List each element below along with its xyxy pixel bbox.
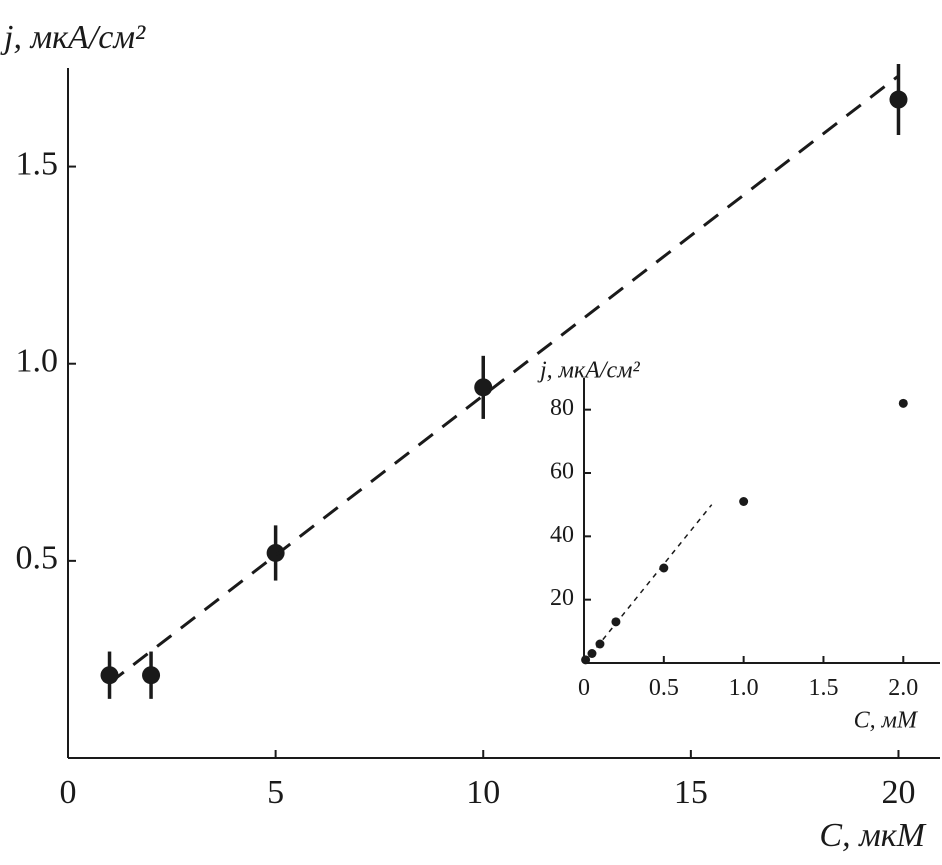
x-axis-title: C, мкМ: [819, 817, 926, 854]
data-point: [611, 617, 621, 627]
data-point: [142, 666, 161, 685]
x-tick-label: 0.5: [649, 675, 679, 701]
y-axis-title: j, мкА/см²: [0, 19, 146, 56]
y-tick-label: 40: [550, 522, 574, 548]
x-tick-label: 1.0: [729, 675, 759, 701]
y-tick-label: 1.0: [16, 343, 59, 380]
x-tick-label: 5: [267, 774, 284, 811]
data-point: [266, 543, 285, 562]
data-point: [739, 497, 749, 506]
x-tick-label: 0: [578, 675, 590, 701]
y-tick-label: 60: [550, 459, 574, 485]
x-tick-label: 15: [674, 774, 708, 811]
x-tick-label: 1.5: [808, 675, 838, 701]
fit-line: [583, 504, 713, 664]
y-axis-title: j, мкА/см²: [537, 358, 641, 384]
fit-line: [108, 74, 900, 685]
x-axis-title: C, мМ: [854, 708, 919, 734]
x-tick-label: 2.0: [888, 675, 918, 701]
data-point: [474, 378, 493, 397]
data-point: [889, 90, 908, 109]
x-tick-label: 0: [60, 774, 77, 811]
x-tick-label: 10: [466, 774, 500, 811]
x-tick-label: 20: [881, 774, 915, 811]
y-tick-label: 0.5: [16, 540, 59, 577]
data-point: [898, 398, 908, 408]
y-tick-label: 80: [550, 395, 574, 421]
y-tick-label: 1.5: [16, 145, 59, 182]
y-tick-label: 20: [550, 585, 574, 611]
